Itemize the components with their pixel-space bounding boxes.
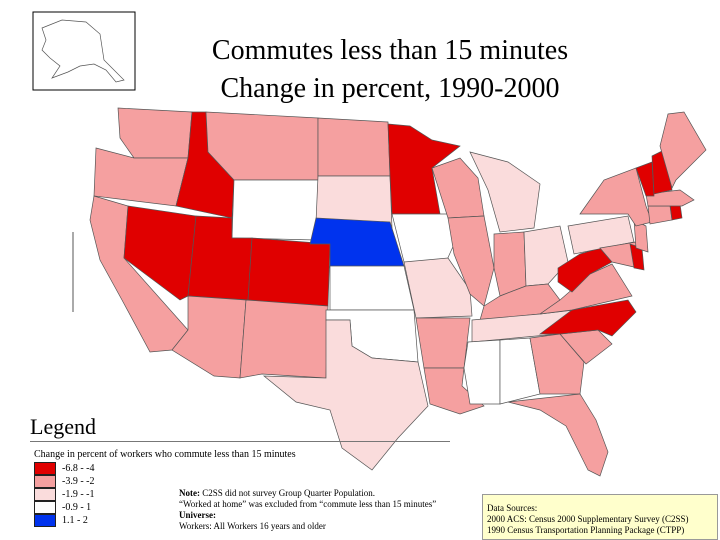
note-text: C2SS did not survey Group Quarter Popula… (202, 488, 375, 498)
map-title-line-1: Commutes less than 15 minutes (211, 35, 569, 66)
note-line: Note: C2SS did not survey Group Quarter … (179, 488, 436, 499)
legend-label: -0.9 - 1 (62, 502, 92, 513)
sources-label: Data Sources: (487, 503, 538, 513)
state-WI (431, 157, 485, 219)
map-title-line-2: Change in percent, 1990-2000 (220, 73, 560, 104)
state-IA (391, 213, 457, 263)
legend-swatch (34, 514, 56, 527)
state-ME (659, 111, 707, 189)
universe-label-text: Universe: (179, 510, 216, 520)
legend-item: -6.8 - -4 (34, 462, 95, 475)
state-NM (239, 299, 329, 379)
legend-item: -3.9 - -2 (34, 475, 95, 488)
sources-line-2: 1990 Census Transportation Planning Pack… (487, 525, 685, 535)
universe-label: Universe: (179, 510, 436, 521)
notes-block: Note: C2SS did not survey Group Quarter … (179, 488, 436, 532)
legend-swatch (34, 501, 56, 514)
state-RI (669, 203, 683, 221)
state-AZ (171, 295, 247, 379)
state-VT (635, 161, 655, 197)
state-MO (403, 257, 473, 319)
state-AR (415, 317, 471, 369)
note-label: Note: (179, 488, 200, 498)
state-NC (538, 299, 637, 337)
legend-label: 1.1 - 2 (62, 515, 88, 526)
legend-swatch (34, 488, 56, 501)
state-CT (647, 205, 673, 225)
state-WA (117, 107, 193, 159)
state-WY (231, 179, 319, 241)
state-AK (41, 19, 125, 83)
state-FL (507, 393, 609, 477)
legend-swatch (34, 462, 56, 475)
state-TX (262, 319, 429, 471)
state-AL (499, 337, 541, 405)
legend-label: -3.9 - -2 (62, 476, 95, 487)
state-MA (645, 189, 695, 207)
state-CO (247, 237, 331, 307)
state-GA (529, 333, 585, 395)
legend-heading: Legend (30, 414, 96, 439)
data-sources-box: Data Sources: 2000 ACS: Census 2000 Supp… (482, 494, 718, 540)
legend-list: -6.8 - -4 -3.9 - -2 -1.9 - -1 -0.9 - 1 1… (34, 462, 95, 527)
legend-label: -1.9 - -1 (62, 489, 95, 500)
universe-text: Workers: All Workers 16 years and older (179, 521, 326, 531)
state-MS (463, 339, 501, 405)
state-WV (557, 247, 613, 293)
sources-line-1: 2000 ACS: Census 2000 Supplementary Surv… (487, 514, 689, 524)
legend-swatch (34, 475, 56, 488)
legend-subtitle: Change in percent of workers who commute… (34, 449, 296, 460)
legend-item: 1.1 - 2 (34, 514, 95, 527)
legend-divider (30, 441, 450, 442)
state-NV (123, 205, 197, 301)
legend-item: -0.9 - 1 (34, 501, 95, 514)
state-IN (493, 231, 527, 297)
state-NH (651, 149, 673, 195)
state-KS (329, 265, 415, 311)
state-MI (469, 151, 541, 233)
state-ND (317, 117, 391, 177)
legend-label: -6.8 - -4 (62, 463, 95, 474)
legend-item: -1.9 - -1 (34, 488, 95, 501)
note-line-2: “Worked at home” was excluded from “comm… (179, 499, 437, 509)
